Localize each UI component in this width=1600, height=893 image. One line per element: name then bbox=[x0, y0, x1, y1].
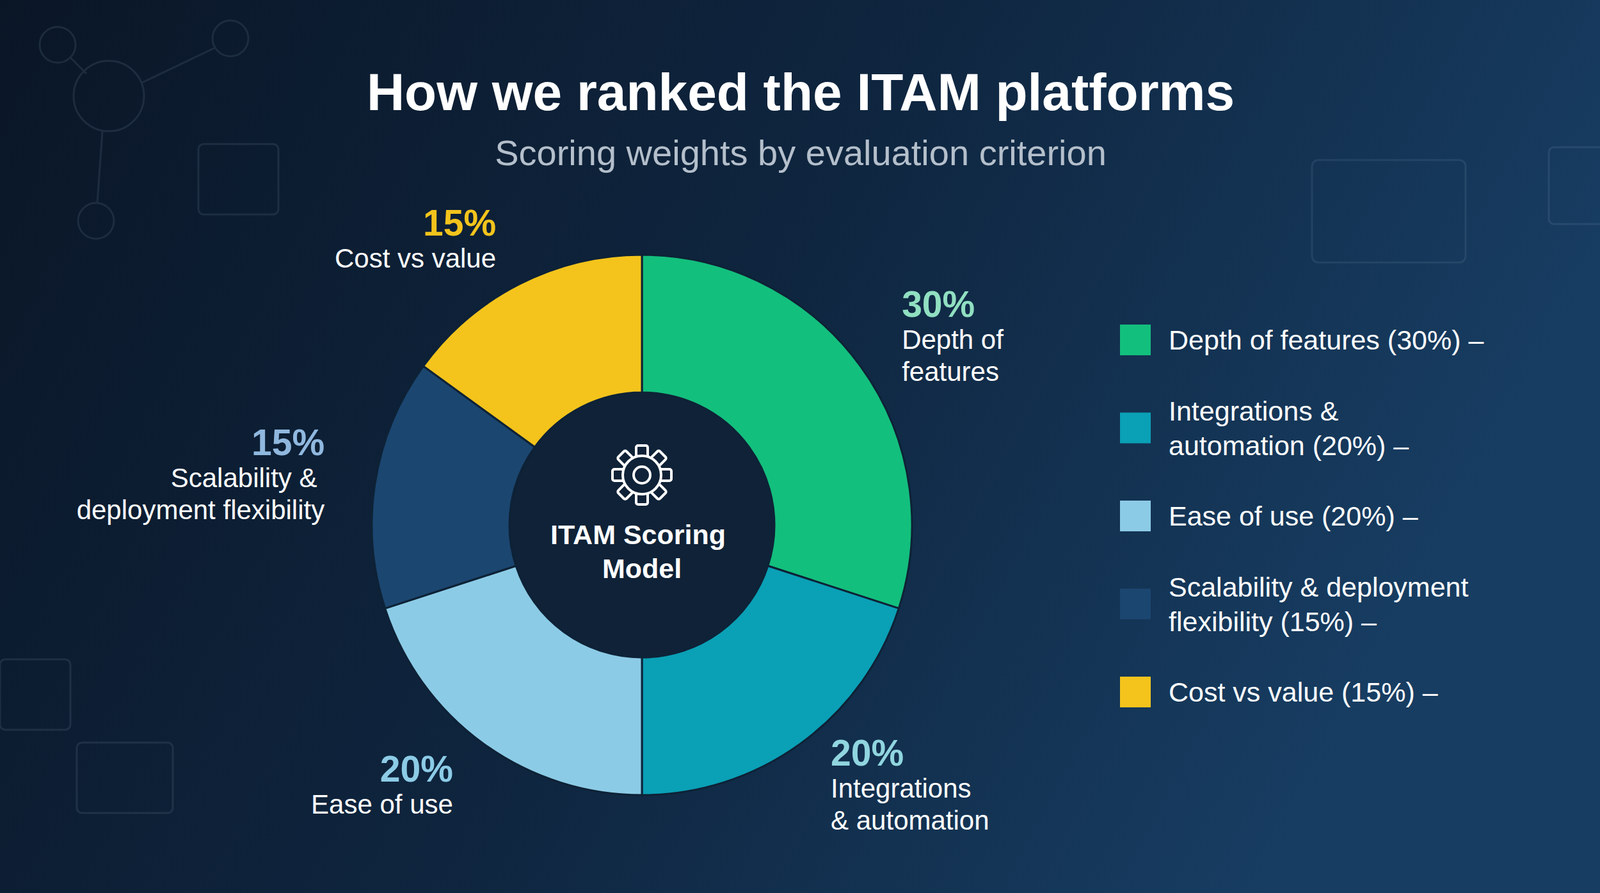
legend-item: Integrations & automation (20%) – bbox=[1120, 395, 1409, 461]
text-line: Depth of bbox=[901, 324, 1011, 355]
center-label: ITAM Scoring Model bbox=[550, 519, 734, 584]
text-line: ITAM Scoring bbox=[550, 519, 734, 550]
legend-item: Ease of use (20%) – bbox=[1120, 500, 1419, 532]
text-line: Integrations & bbox=[1168, 395, 1346, 427]
legend-item: Cost vs value (15%) – bbox=[1120, 676, 1439, 708]
text-line: Integrations bbox=[830, 773, 979, 804]
subtitle: Scoring weights by evaluation criterion bbox=[494, 132, 1107, 173]
legend-swatch bbox=[1120, 676, 1151, 708]
data-label-name: Ease of use bbox=[311, 789, 454, 820]
data-label-value: 15% bbox=[423, 202, 496, 244]
legend-label: Ease of use (20%) – bbox=[1168, 500, 1419, 532]
center-disk bbox=[510, 393, 774, 656]
text-line: Cost vs value bbox=[334, 243, 496, 274]
chart: How we ranked the ITAM platforms Scoring … bbox=[0, 0, 1600, 893]
text-line: Ease of use (20%) – bbox=[1168, 500, 1419, 532]
text-line: & automation bbox=[830, 805, 990, 836]
text-line: Depth of features (30%) – bbox=[1168, 324, 1484, 356]
text-line: Cost vs value (15%) – bbox=[1168, 676, 1439, 708]
gear-hole bbox=[633, 466, 651, 484]
text-line: flexibility (15%) – bbox=[1168, 606, 1377, 637]
data-label-value: 30% bbox=[901, 283, 975, 325]
data-label-name: Cost vs value bbox=[334, 243, 496, 274]
text-line: automation (20%) – bbox=[1168, 430, 1409, 461]
data-label-name: Integrations & automation bbox=[830, 773, 990, 836]
title: How we ranked the ITAM platforms bbox=[366, 62, 1235, 121]
legend-item: Scalability & deployment flexibility (15… bbox=[1120, 571, 1476, 637]
data-label-name: Depth of features bbox=[901, 324, 1011, 387]
legend-label: Depth of features (30%) – bbox=[1168, 324, 1484, 356]
text-line: deployment flexibility bbox=[76, 494, 326, 525]
center: ITAM Scoring Model bbox=[510, 393, 774, 656]
data-label-value: 20% bbox=[830, 732, 904, 774]
legend-swatch bbox=[1120, 324, 1151, 356]
text-line: Scalability & bbox=[170, 462, 325, 493]
legend-label: Cost vs value (15%) – bbox=[1168, 676, 1439, 708]
data-label-name: Scalability & deployment flexibility bbox=[76, 462, 326, 525]
legend-item: Depth of features (30%) – bbox=[1120, 324, 1484, 356]
data-labels: 30%Depth of features20%Integrations & au… bbox=[76, 202, 1012, 836]
legend-swatch bbox=[1120, 412, 1151, 444]
data-label-value: 20% bbox=[380, 748, 454, 790]
plot-area bbox=[371, 254, 912, 795]
text-line: Ease of use bbox=[311, 789, 454, 820]
text-line: Scalability & deployment bbox=[1168, 571, 1476, 603]
gear-icon bbox=[612, 445, 672, 505]
legend-label: Integrations & automation (20%) – bbox=[1168, 395, 1409, 461]
slices bbox=[371, 254, 912, 795]
gear-body bbox=[622, 455, 662, 495]
legend-swatch bbox=[1120, 588, 1151, 620]
text-line: Model bbox=[602, 552, 682, 584]
legend-swatch bbox=[1120, 500, 1151, 532]
legend-label: Scalability & deployment flexibility (15… bbox=[1168, 571, 1476, 637]
legend: Depth of features (30%) – Integrations & … bbox=[1120, 324, 1484, 708]
background bbox=[0, 0, 1600, 893]
decoration bbox=[0, 20, 1600, 813]
data-label-value: 15% bbox=[251, 421, 325, 463]
text-line: features bbox=[901, 356, 1000, 387]
